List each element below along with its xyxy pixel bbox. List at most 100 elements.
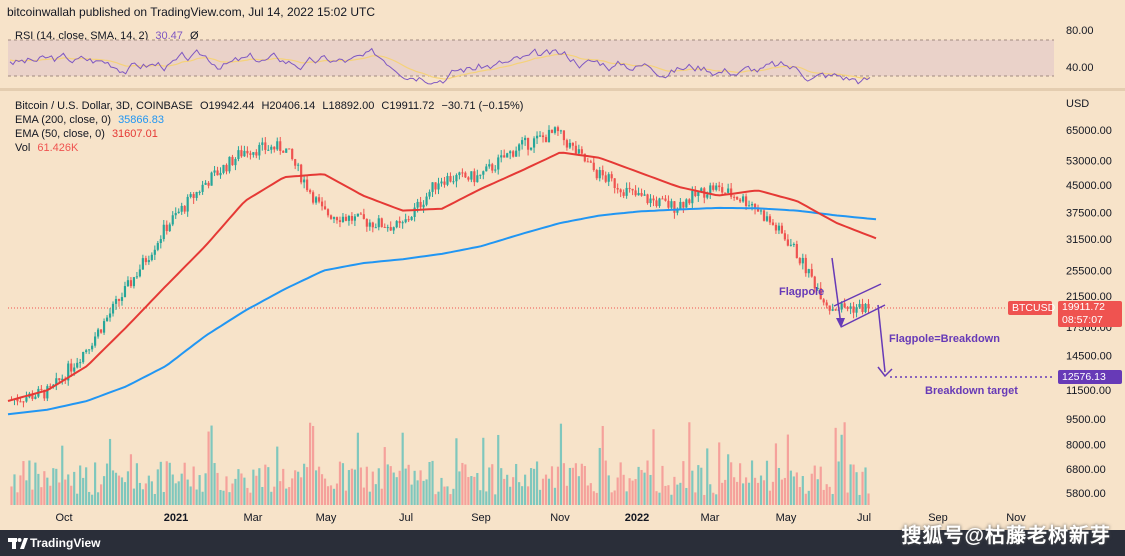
volume-bar [356, 432, 359, 505]
volume-bar [831, 493, 834, 505]
candle-countdown: 08:57:07 [1062, 314, 1103, 326]
candle-body [317, 197, 321, 202]
candle-body [335, 217, 339, 221]
volume-bar [759, 475, 763, 505]
volume-bar [673, 476, 676, 505]
candle-body [756, 208, 760, 212]
volume-bar [640, 469, 643, 505]
candle-body [102, 321, 106, 333]
volume-bar [446, 486, 449, 505]
candle-body [538, 135, 542, 137]
candle-body [553, 127, 557, 133]
candle-body [225, 164, 228, 172]
volume-bar [667, 485, 670, 505]
candle-body [724, 192, 727, 194]
candle-body [380, 218, 383, 227]
candle-body [500, 155, 503, 158]
symbol-tag: BTCUSD [1008, 301, 1055, 315]
candle-body [422, 204, 425, 208]
price-tick-label: 53000.00 [1066, 156, 1112, 168]
volume-bar [174, 483, 177, 505]
candle-body [204, 182, 207, 185]
volume-bar [774, 443, 778, 505]
candle-body [195, 192, 198, 198]
tradingview-brand[interactable]: TradingView [30, 536, 101, 550]
candle-body [858, 303, 861, 308]
rsi-legend: RSI (14, close, SMA, 14, 2) 30.47 Ø [15, 29, 199, 43]
volume-bar [780, 479, 784, 505]
candle-body [94, 336, 97, 346]
volume-bar [813, 465, 816, 505]
volume-bar [622, 474, 625, 505]
volume-bar [804, 493, 807, 505]
candle-body [350, 215, 354, 221]
volume-bar [762, 480, 766, 505]
ohlc-change: −30.71 (−0.15%) [441, 100, 524, 112]
candle-body [114, 299, 118, 304]
volume-bar [156, 469, 159, 505]
volume-bar [598, 447, 601, 505]
flag-upper-line [833, 283, 882, 307]
tradingview-logo-icon [8, 538, 28, 549]
volume-bar [512, 477, 515, 505]
candle-body [19, 401, 22, 403]
candle-body [126, 280, 130, 287]
volume-bar [91, 494, 94, 505]
candle-body [768, 216, 772, 223]
volume-bar [646, 460, 649, 505]
volume-bar [500, 468, 503, 505]
candle-body [96, 329, 100, 337]
candle-body [249, 153, 252, 155]
pane-divider[interactable] [0, 88, 1125, 91]
candle-body [568, 142, 571, 148]
volume-bar [607, 475, 610, 505]
volume-bar [777, 467, 781, 505]
candle-body [455, 175, 458, 182]
candle-body [580, 149, 583, 154]
candle-body [544, 137, 548, 143]
candle-body [329, 215, 333, 219]
candle-body [458, 172, 461, 176]
price-chart[interactable]: 80.00 40.00 USD 65000.00 53000.00 45000.00… [0, 0, 1125, 530]
price-tick-label: 21500.00 [1066, 291, 1112, 303]
candle-body [246, 150, 249, 154]
volume-bar [577, 476, 580, 505]
breakdown-label: Flagpole=Breakdown [889, 333, 1000, 345]
time-axis[interactable]: Oct 2021 Mar May Jul Sep Nov 2022 Mar May Jul Sep No… [55, 512, 1026, 524]
candle-body [67, 363, 70, 381]
volume-bar [464, 464, 467, 505]
time-tick-label: Sep [471, 512, 491, 524]
price-tick-label: 45000.00 [1066, 180, 1112, 192]
volume-bar [43, 471, 46, 505]
candle-body [852, 306, 855, 313]
candle-body [535, 135, 539, 139]
candle-body [353, 216, 356, 221]
volume-bar [88, 491, 91, 505]
volume-bar [123, 482, 127, 505]
volume-bar [335, 483, 339, 505]
price-tick-label: 6800.00 [1066, 464, 1106, 476]
last-price-tag: 19911.72 08:57:07 [1058, 301, 1122, 327]
candle-body [132, 277, 136, 287]
volume-bars [10, 422, 870, 505]
volume-bar [819, 466, 822, 505]
candle-body [586, 161, 589, 163]
volume-bar [168, 462, 171, 505]
candle-body [524, 137, 527, 141]
candle-body [547, 129, 551, 143]
candle-body [485, 166, 488, 172]
volume-bar [362, 487, 365, 505]
candle-body [362, 214, 365, 219]
volume-bar [694, 492, 697, 505]
volume-bar [213, 463, 216, 505]
candle-body [25, 397, 28, 402]
ema-50-line [7, 151, 877, 402]
candle-body [643, 194, 646, 196]
volume-bar [649, 474, 652, 505]
candle-body [661, 198, 664, 200]
volume-bar [19, 475, 22, 505]
candle-body [288, 148, 291, 150]
volume-bar [479, 490, 482, 505]
price-tick-label: 11500.00 [1066, 385, 1111, 397]
candle-body [730, 188, 733, 197]
